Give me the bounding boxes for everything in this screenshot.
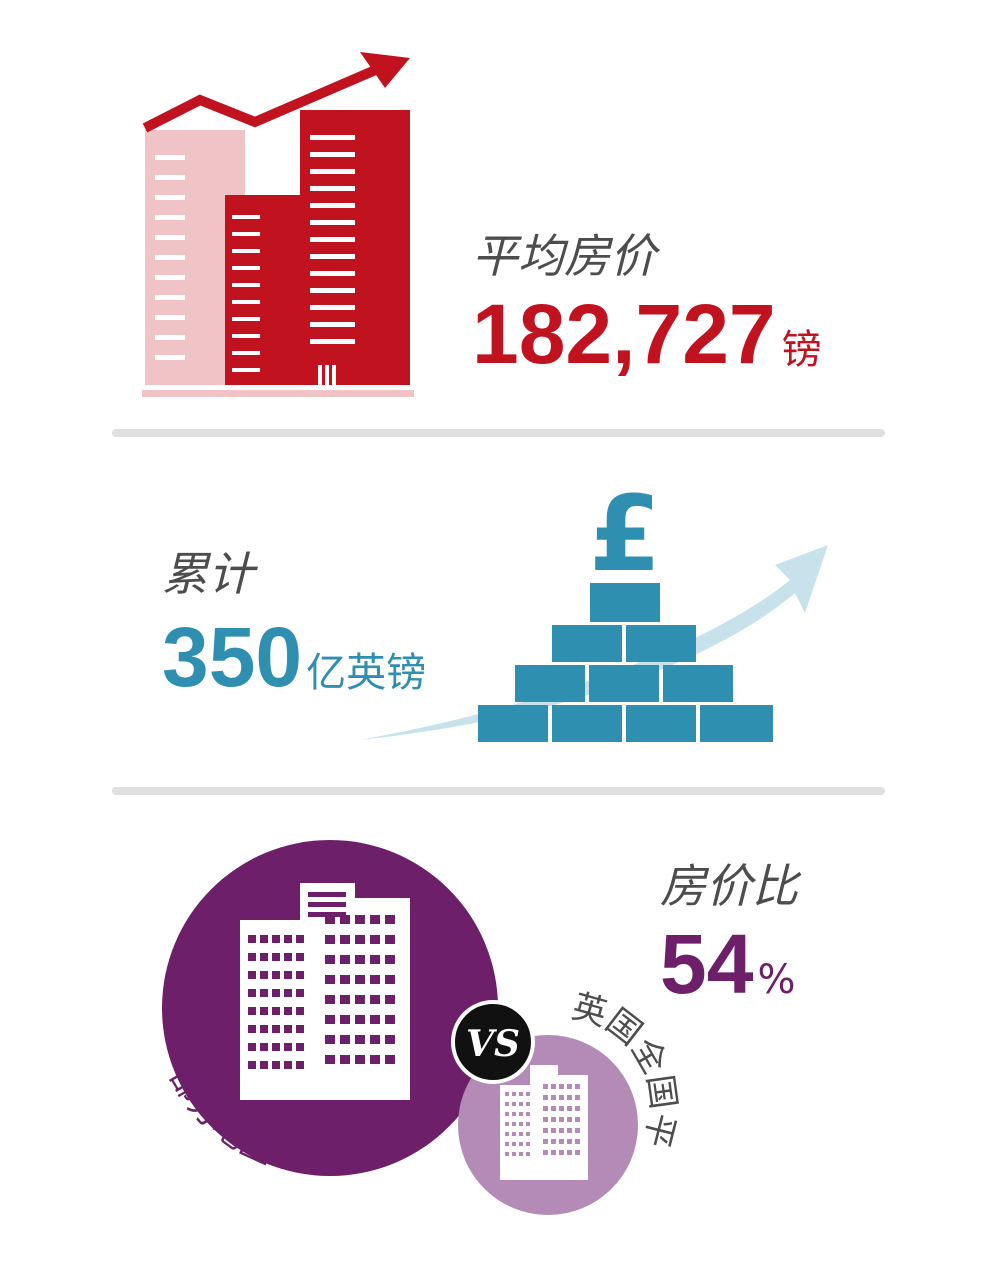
vs-text: VS (466, 1023, 520, 1065)
average-price-unit: 镑 (781, 327, 822, 373)
average-price-value: 182,727 (472, 287, 776, 381)
region-buildings-icon (240, 883, 410, 1100)
divider-2 (112, 787, 885, 795)
ratio-unit: % (757, 957, 796, 1003)
middle-building (225, 195, 305, 385)
rising-arrow-line (142, 63, 382, 133)
comparison-circles: VS 部分地区 英国全国平均 (140, 820, 683, 1215)
arrow-head (360, 52, 410, 88)
pound-sign-icon: £ (589, 475, 661, 595)
pound-brick-pyramid-icon: £ (360, 475, 828, 742)
vs-badge (451, 1000, 535, 1084)
average-price-label: 平均房价 (472, 229, 656, 283)
total-unit: 亿英镑 (306, 650, 427, 696)
ratio-value: 54 (660, 917, 754, 1011)
rising-buildings-icon (142, 52, 414, 397)
building-base (142, 390, 414, 397)
brick-pyramid (478, 583, 773, 742)
total-value: 350 (162, 610, 303, 704)
total-label: 累计 (162, 547, 254, 601)
divider-1 (112, 429, 885, 437)
growth-swoosh-arrow (360, 545, 828, 740)
ratio-label: 房价比 (660, 859, 798, 913)
national-buildings-icon (500, 1065, 588, 1180)
